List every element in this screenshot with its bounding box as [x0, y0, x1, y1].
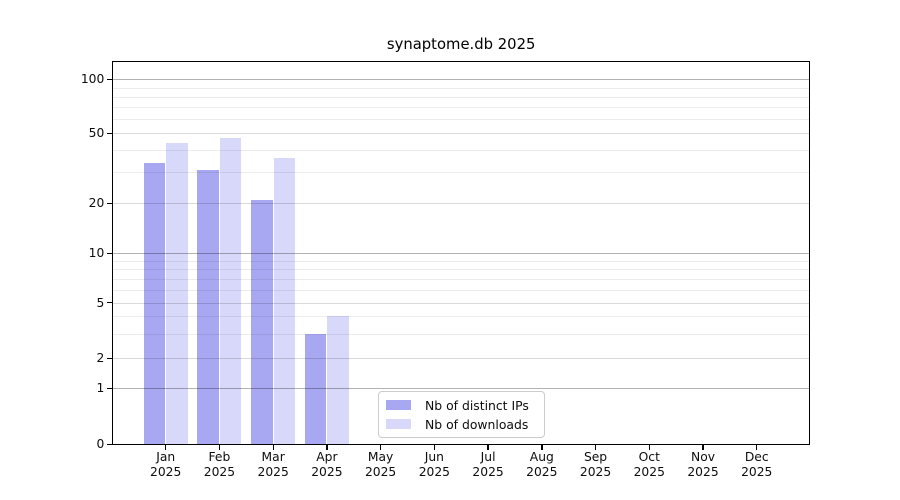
- x-axis-tick-label: Mar 2025: [257, 450, 289, 480]
- legend-label: Nb of downloads: [425, 416, 529, 432]
- gridline-major: [113, 388, 809, 390]
- x-axis-tick: [594, 445, 597, 450]
- y-axis-tick: [106, 302, 113, 304]
- x-axis-tick-label: Dec 2025: [741, 450, 773, 480]
- x-axis-tick-label: Feb 2025: [203, 450, 236, 480]
- legend-swatch-distinct-ips: [386, 400, 411, 410]
- x-axis-tick: [165, 445, 167, 450]
- y-axis-tick: [106, 202, 113, 204]
- y-axis-tick: [106, 443, 113, 445]
- x-axis-tick-label: Aug 2025: [526, 450, 558, 480]
- gridline-minor: [113, 96, 809, 98]
- x-axis-tick: [433, 445, 436, 450]
- gridline-minor: [113, 289, 809, 291]
- y-axis-tick-label: 0: [96, 437, 105, 452]
- x-axis-tick-label: Jan 2025: [150, 450, 182, 480]
- legend-item-downloads: Nb of downloads: [386, 417, 544, 432]
- x-axis-tick-label: Apr 2025: [311, 450, 343, 480]
- x-axis-tick-label: May 2025: [364, 450, 397, 480]
- bar-downloads: [219, 138, 242, 445]
- gridline-major: [113, 358, 809, 360]
- gridline-minor: [113, 269, 809, 271]
- gridline-minor: [113, 278, 809, 280]
- y-axis-tick: [106, 78, 113, 80]
- legend-label: Nb of distinct IPs: [425, 397, 529, 413]
- x-axis-tick: [380, 445, 382, 450]
- x-axis-tick: [756, 445, 758, 450]
- bar-downloads: [166, 143, 188, 445]
- chart-title: synaptome.db 2025: [386, 36, 536, 53]
- bar-downloads: [327, 316, 349, 445]
- x-axis-tick: [648, 445, 650, 450]
- gridline-minor: [113, 172, 809, 174]
- x-axis-tick: [326, 445, 328, 450]
- x-axis-tick-label: Jul 2025: [472, 450, 504, 480]
- x-axis-tick-label: Nov 2025: [687, 450, 719, 480]
- gridline-major: [113, 302, 809, 304]
- x-axis-tick: [487, 445, 489, 450]
- y-axis-tick-label: 10: [88, 246, 105, 261]
- y-axis-tick-label: 1: [96, 381, 105, 396]
- x-axis-tick: [702, 445, 704, 450]
- y-axis-tick-label: 100: [80, 72, 105, 87]
- y-axis-tick: [106, 252, 113, 254]
- x-axis-tick-label: Sep 2025: [579, 450, 612, 480]
- bar-distinct-ips: [304, 333, 327, 445]
- bar-downloads: [273, 158, 296, 445]
- legend-swatch-downloads: [386, 419, 411, 429]
- gridline-minor: [113, 316, 809, 318]
- x-axis-tick: [541, 445, 543, 450]
- gridline-minor: [113, 150, 809, 152]
- bar-distinct-ips: [197, 169, 219, 445]
- gridline-major: [113, 133, 809, 135]
- gridline-minor: [113, 333, 809, 335]
- y-axis-tick-label: 20: [88, 196, 105, 211]
- x-axis-tick: [218, 445, 221, 450]
- gridline-major: [113, 253, 809, 255]
- gridline-minor: [113, 260, 809, 262]
- bar-distinct-ips: [251, 199, 273, 445]
- legend: Nb of distinct IPs Nb of downloads: [378, 391, 545, 438]
- gridline-major: [113, 203, 809, 205]
- gridline-minor: [113, 107, 809, 109]
- bar-distinct-ips: [143, 162, 166, 445]
- y-axis-tick: [106, 357, 113, 359]
- x-axis-tick: [272, 445, 274, 450]
- legend-item-distinct-ips: Nb of distinct IPs: [386, 398, 544, 413]
- y-axis-tick-label: 2: [96, 351, 105, 366]
- y-axis-tick-label: 50: [88, 126, 105, 141]
- gridline-minor: [113, 119, 809, 121]
- x-axis-tick-label: Oct 2025: [633, 450, 665, 480]
- y-axis-tick-label: 5: [96, 295, 105, 310]
- y-axis-tick: [106, 132, 113, 134]
- gridline-minor: [113, 87, 809, 89]
- x-axis-tick-label: Jun 2025: [418, 450, 450, 480]
- y-axis-tick: [106, 387, 113, 389]
- gridline-major: [113, 79, 809, 81]
